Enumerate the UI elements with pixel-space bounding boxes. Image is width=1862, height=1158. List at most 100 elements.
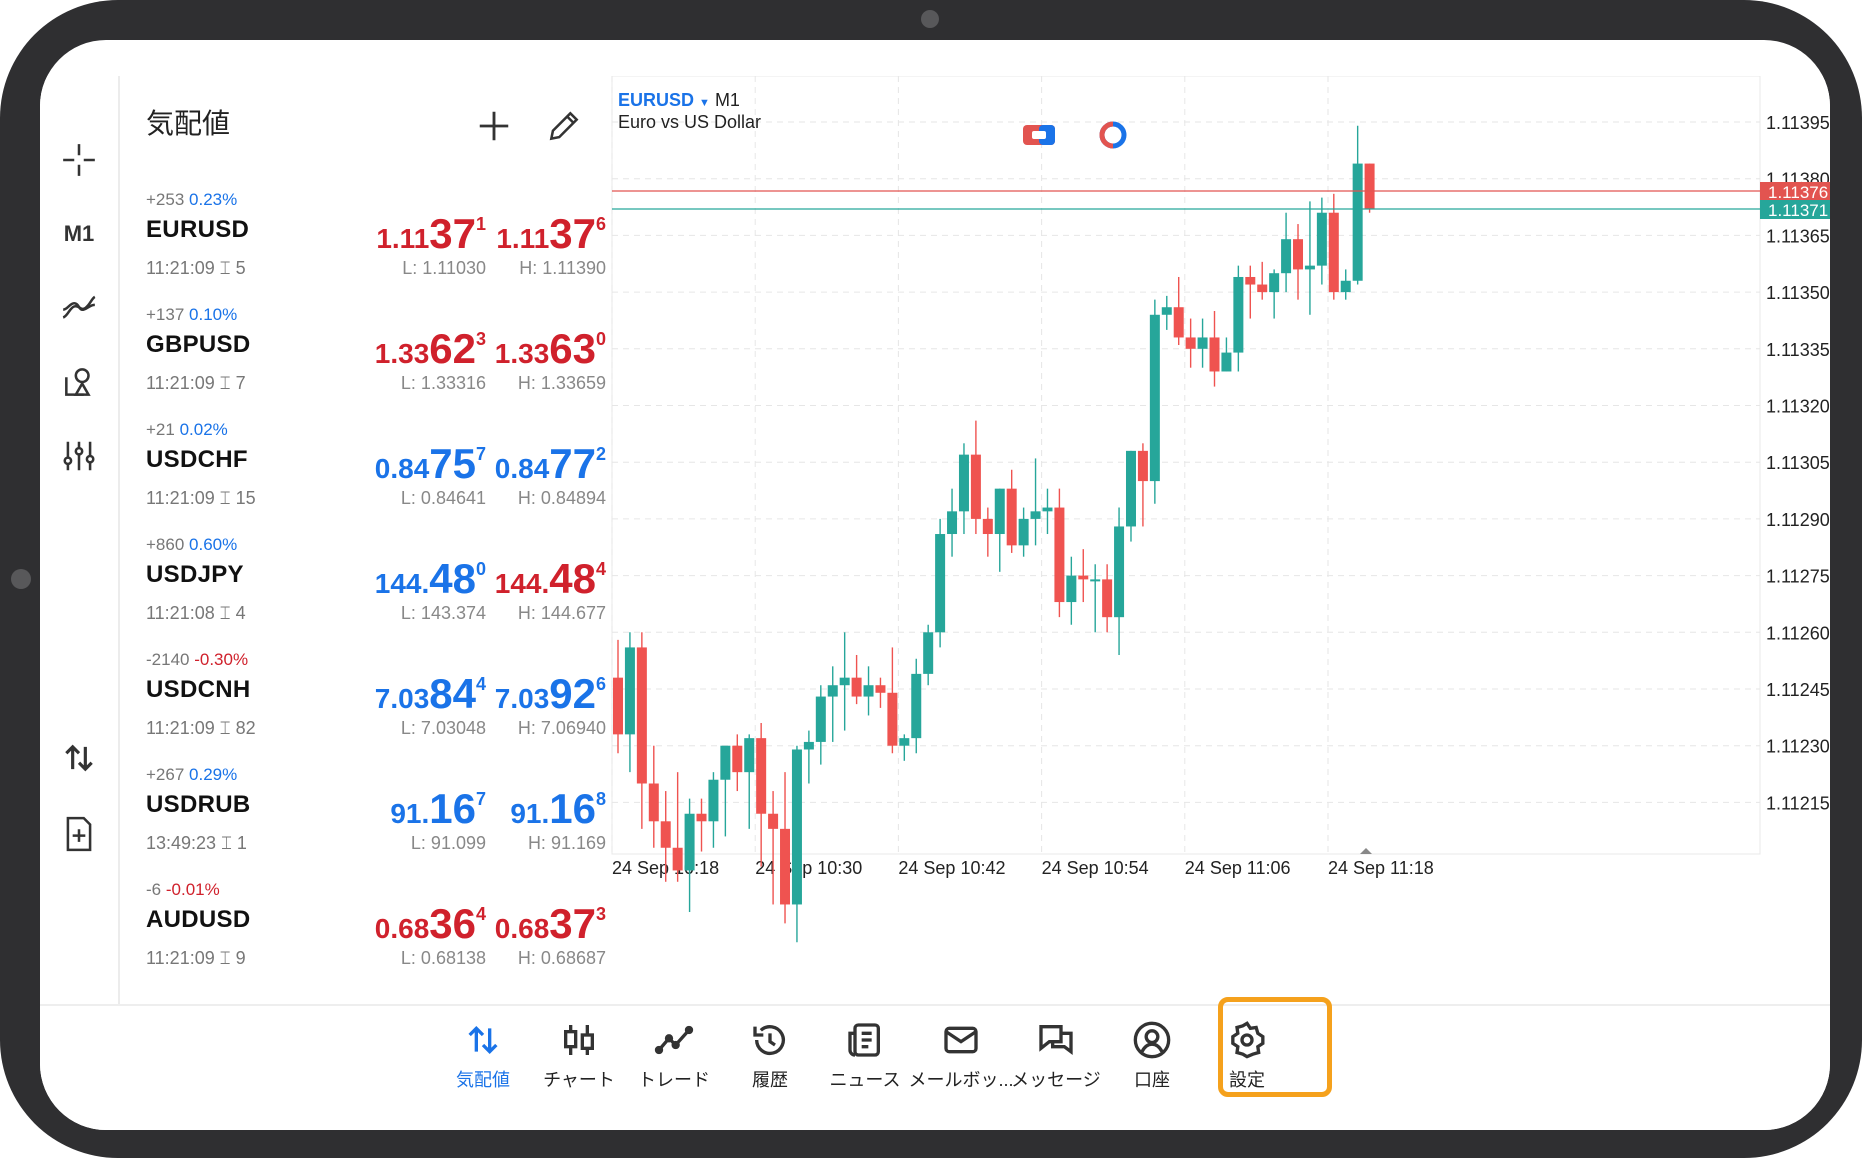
nav-item[interactable]: チャート	[523, 1006, 635, 1116]
quote-row[interactable]: +137 0.10% GBPUSD 11:21:09 ⌶ 7 1.33623 1.336…	[120, 295, 608, 410]
nav-label: トレード	[638, 1070, 710, 1090]
settings-sliders-icon[interactable]	[48, 426, 110, 486]
bid-price[interactable]: 1.33623	[374, 325, 486, 372]
chart-area[interactable]: 1.11395 1.11380 1.11365 1.11350 1.11335 1.113…	[608, 76, 1830, 1034]
change-percent: 0.02%	[179, 420, 228, 439]
ask-price[interactable]: 1.11376	[496, 210, 606, 257]
one-click-trading-icon[interactable]	[1022, 120, 1056, 150]
bid-price[interactable]: 0.68364	[374, 900, 486, 947]
pencil-icon[interactable]	[540, 102, 588, 150]
ask-price[interactable]: 0.84772	[494, 440, 606, 487]
news-icon	[843, 1020, 887, 1060]
new-order-icon[interactable]	[48, 804, 110, 864]
daily-change: -6 -0.01%	[146, 880, 220, 900]
nav-item[interactable]: 履歴	[714, 1006, 826, 1116]
app-screen: M1 気配値	[40, 40, 1830, 1130]
low-price: L: 0.68138	[400, 948, 486, 968]
candle-body	[815, 696, 826, 742]
chart-symbol-label[interactable]: EURUSD ▼ M1	[618, 90, 740, 111]
candle-body	[1316, 212, 1327, 266]
trade-chart-icon	[652, 1020, 696, 1060]
candle-body	[708, 779, 719, 822]
trade-arrows-icon[interactable]	[48, 728, 110, 788]
nav-item[interactable]: メールボッ...	[905, 1006, 1017, 1116]
candle-body	[827, 685, 838, 697]
quote-row[interactable]: -2140 -0.30% USDCNH 11:21:09 ⌶ 82 7.03844 7.…	[120, 640, 608, 755]
chart-timeframe: M1	[714, 90, 740, 110]
quote-row[interactable]: -6 -0.01% AUDUSD 11:21:09 ⌶ 9 0.68364 0.6837…	[120, 870, 608, 985]
nav-item[interactable]: トレード	[618, 1006, 730, 1116]
symbol-name: USDJPY	[146, 561, 244, 588]
candle-body	[1209, 337, 1220, 372]
bid-price[interactable]: 91.167	[390, 785, 486, 832]
quote-meta: 11:21:09 ⌶ 9	[146, 948, 246, 969]
toolbar-divider	[118, 76, 120, 1034]
candlestick-chart[interactable]: 1.113951.113801.113651.113501.113351.113…	[608, 76, 1830, 1034]
nav-item[interactable]: メッセージ	[1000, 1006, 1112, 1116]
nav-item[interactable]: 設定	[1191, 1006, 1303, 1116]
nav-item[interactable]: 気配値	[427, 1006, 539, 1116]
candle-body	[1352, 163, 1363, 281]
change-points: +21	[146, 420, 175, 439]
quote-row[interactable]: +253 0.23% EURUSD 11:21:09 ⌶ 5 1.11371 1.113…	[120, 180, 608, 295]
price-axis-label: 1.11215	[1766, 793, 1830, 813]
candle-body	[791, 749, 802, 905]
quote-row[interactable]: +267 0.29% USDRUB 13:49:23 ⌶ 1 91.167 91.168…	[120, 755, 608, 870]
crosshair-icon[interactable]	[48, 130, 110, 190]
ask-price[interactable]: 91.168	[510, 785, 606, 832]
bid-price[interactable]: 0.84757	[374, 440, 486, 487]
timeframe-button[interactable]: M1	[63, 221, 95, 246]
quote-row[interactable]: +860 0.60% USDJPY 11:21:08 ⌶ 4 144.480 144.4…	[120, 525, 608, 640]
spread-icon: ⌶	[221, 833, 232, 853]
price-axis-label: 1.11395	[1766, 113, 1830, 133]
chart-symbol-description: Euro vs US Dollar	[618, 112, 762, 132]
candle-body	[1281, 239, 1292, 274]
candle-body	[1066, 575, 1077, 603]
time-axis-label: 24 Sep 11:18	[1328, 858, 1434, 878]
candle-body	[911, 673, 922, 739]
candle-body	[756, 738, 767, 814]
candle-body	[1054, 507, 1065, 603]
indicators-icon[interactable]	[48, 278, 110, 338]
quote-meta: 11:21:09 ⌶ 82	[146, 718, 256, 739]
bid-price[interactable]: 1.11371	[376, 210, 486, 257]
candle-body	[1114, 526, 1125, 618]
price-axis-label: 1.11245	[1766, 680, 1830, 700]
depth-of-market-icon[interactable]	[1096, 120, 1130, 150]
bid-price[interactable]: 144.480	[374, 555, 486, 602]
nav-label: 設定	[1229, 1070, 1265, 1090]
bid-price[interactable]: 7.03844	[374, 670, 486, 717]
side-button-dot	[11, 569, 31, 589]
time-axis-label: 24 Sep 11:06	[1185, 858, 1291, 878]
time-axis-label: 24 Sep 10:54	[1042, 858, 1149, 878]
spread-icon: ⌶	[219, 603, 231, 623]
left-toolbar: M1	[40, 76, 118, 1026]
candle-body	[935, 534, 946, 633]
low-price: L: 1.11030	[402, 258, 486, 278]
candle-body	[1233, 276, 1244, 353]
dropdown-arrow-icon: ▼	[699, 97, 710, 109]
ask-price[interactable]: 7.03926	[494, 670, 606, 717]
candle-body	[1257, 284, 1268, 293]
plus-icon[interactable]	[470, 102, 518, 150]
scroll-marker-icon	[1360, 848, 1372, 854]
quote-row[interactable]: +21 0.02% USDCHF 11:21:09 ⌶ 15 0.84757 0.847…	[120, 410, 608, 525]
nav-item[interactable]: 口座	[1096, 1006, 1208, 1116]
ask-price[interactable]: 0.68373	[494, 900, 606, 947]
high-price: H: 0.68687	[517, 948, 606, 968]
quotes-arrows-icon	[461, 1020, 505, 1060]
ask-price[interactable]: 1.33630	[494, 325, 606, 372]
quote-meta: 11:21:08 ⌶ 4	[146, 603, 246, 624]
plot-frame	[611, 76, 1761, 855]
spread-value: 15	[235, 488, 256, 508]
objects-icon[interactable]	[48, 352, 110, 412]
candle-body	[648, 783, 659, 822]
candle-body	[1078, 575, 1089, 580]
ask-price[interactable]: 144.484	[494, 555, 606, 602]
change-percent: 0.60%	[189, 535, 238, 554]
mail-icon	[939, 1020, 983, 1060]
nav-item[interactable]: ニュース	[809, 1006, 921, 1116]
candle-body	[1304, 265, 1315, 270]
price-axis-label: 1.11320	[1766, 397, 1830, 417]
